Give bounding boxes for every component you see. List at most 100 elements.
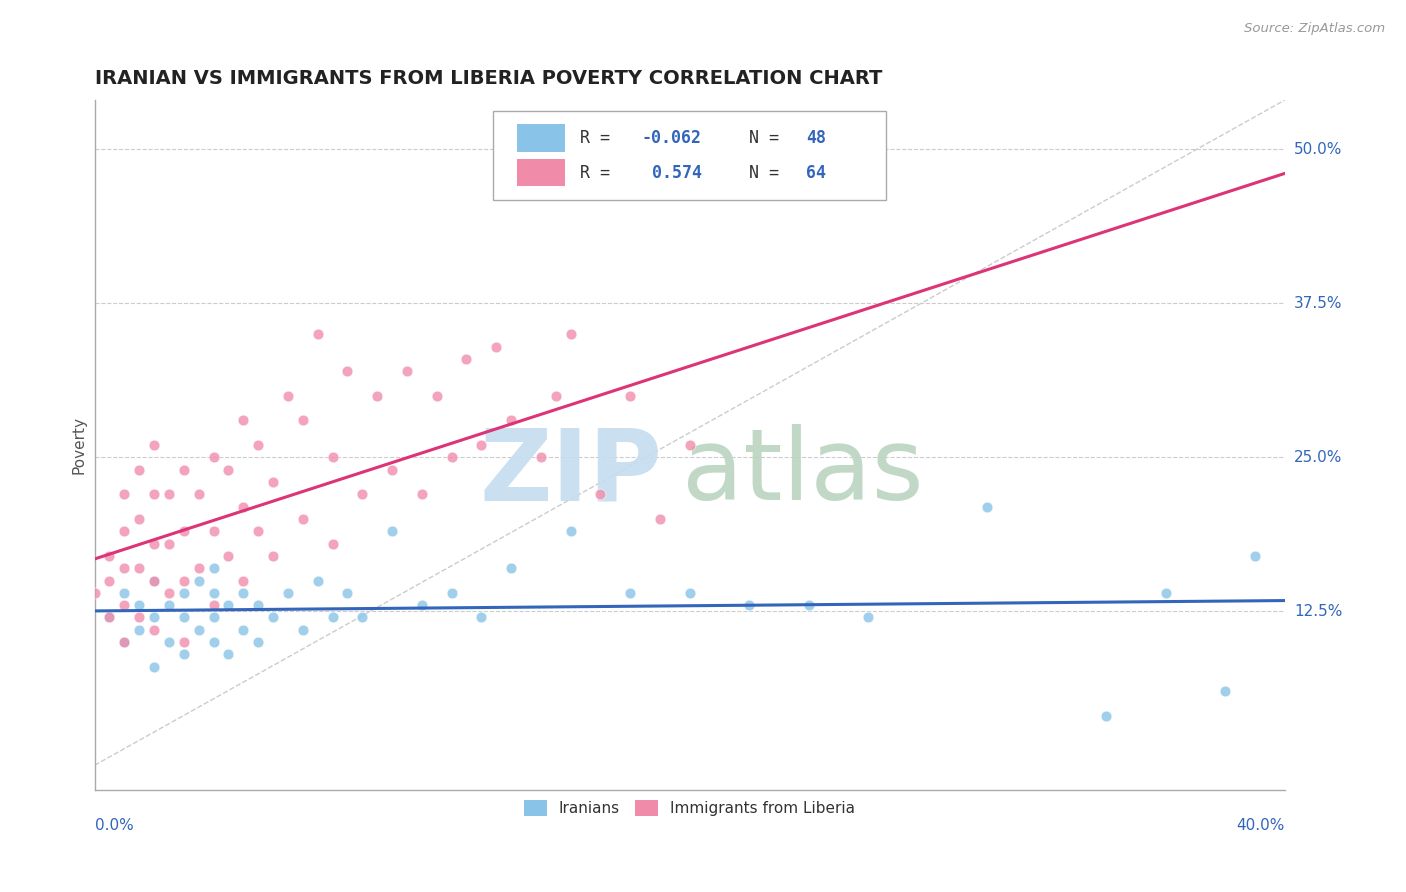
Point [232, 623, 254, 637]
Point [336, 364, 359, 378]
Point [187, 574, 209, 588]
FancyBboxPatch shape [517, 159, 565, 186]
Point [112, 487, 135, 501]
Point [112, 524, 135, 539]
Point [173, 648, 195, 662]
Point [291, 413, 314, 427]
Point [485, 339, 508, 353]
Point [232, 500, 254, 514]
Text: 64: 64 [806, 163, 827, 182]
Point [366, 389, 388, 403]
Point [173, 574, 195, 588]
Point [143, 574, 166, 588]
Point [217, 598, 239, 612]
Point [440, 586, 463, 600]
Point [232, 586, 254, 600]
Point [247, 524, 270, 539]
Point [1154, 586, 1177, 600]
Point [336, 586, 359, 600]
Point [112, 586, 135, 600]
Point [247, 635, 270, 649]
Text: N =: N = [749, 163, 789, 182]
Point [411, 487, 433, 501]
Text: 40.0%: 40.0% [1236, 817, 1285, 832]
Point [277, 586, 299, 600]
Point [797, 598, 820, 612]
Point [262, 610, 284, 624]
Point [440, 450, 463, 465]
Point [307, 574, 329, 588]
Text: IRANIAN VS IMMIGRANTS FROM LIBERIA POVERTY CORRELATION CHART: IRANIAN VS IMMIGRANTS FROM LIBERIA POVER… [94, 69, 882, 87]
Point [678, 438, 700, 452]
FancyBboxPatch shape [517, 124, 565, 152]
Point [98, 574, 121, 588]
Point [352, 487, 374, 501]
Point [143, 659, 166, 673]
Text: 48: 48 [806, 129, 827, 147]
Point [232, 574, 254, 588]
Point [381, 463, 404, 477]
Point [112, 635, 135, 649]
Point [470, 438, 492, 452]
Point [589, 487, 612, 501]
Point [143, 623, 166, 637]
Text: R =: R = [581, 129, 620, 147]
Point [619, 586, 641, 600]
Text: R =: R = [581, 163, 620, 182]
Point [217, 549, 239, 563]
Point [291, 623, 314, 637]
Text: N =: N = [749, 129, 789, 147]
Point [112, 635, 135, 649]
Point [426, 389, 449, 403]
Point [173, 463, 195, 477]
Point [128, 610, 150, 624]
Point [157, 487, 180, 501]
Point [187, 623, 209, 637]
Point [143, 438, 166, 452]
Point [202, 598, 225, 612]
Point [560, 524, 582, 539]
Point [143, 487, 166, 501]
Point [217, 648, 239, 662]
Y-axis label: Poverty: Poverty [72, 416, 86, 474]
Point [157, 635, 180, 649]
Point [128, 512, 150, 526]
Text: -0.062: -0.062 [643, 129, 702, 147]
Point [262, 549, 284, 563]
Point [128, 561, 150, 575]
Point [1095, 709, 1118, 723]
Point [322, 610, 344, 624]
Point [128, 623, 150, 637]
Text: atlas: atlas [682, 425, 924, 521]
Point [291, 512, 314, 526]
Point [112, 561, 135, 575]
Point [173, 635, 195, 649]
Point [544, 389, 567, 403]
Legend: Iranians, Immigrants from Liberia: Iranians, Immigrants from Liberia [516, 792, 863, 823]
Point [202, 450, 225, 465]
Point [98, 549, 121, 563]
Point [856, 610, 879, 624]
Text: 37.5%: 37.5% [1294, 296, 1343, 311]
Point [157, 598, 180, 612]
Text: Source: ZipAtlas.com: Source: ZipAtlas.com [1244, 22, 1385, 36]
Point [352, 610, 374, 624]
Point [976, 500, 998, 514]
Point [322, 450, 344, 465]
Point [560, 327, 582, 342]
Point [143, 610, 166, 624]
Point [247, 598, 270, 612]
Point [232, 413, 254, 427]
Point [530, 450, 553, 465]
Point [83, 586, 105, 600]
Text: 25.0%: 25.0% [1294, 450, 1343, 465]
Point [307, 327, 329, 342]
Point [128, 598, 150, 612]
Text: 12.5%: 12.5% [1294, 604, 1343, 619]
Point [411, 598, 433, 612]
Point [202, 561, 225, 575]
Point [128, 463, 150, 477]
Point [187, 561, 209, 575]
Point [262, 475, 284, 489]
Point [247, 438, 270, 452]
